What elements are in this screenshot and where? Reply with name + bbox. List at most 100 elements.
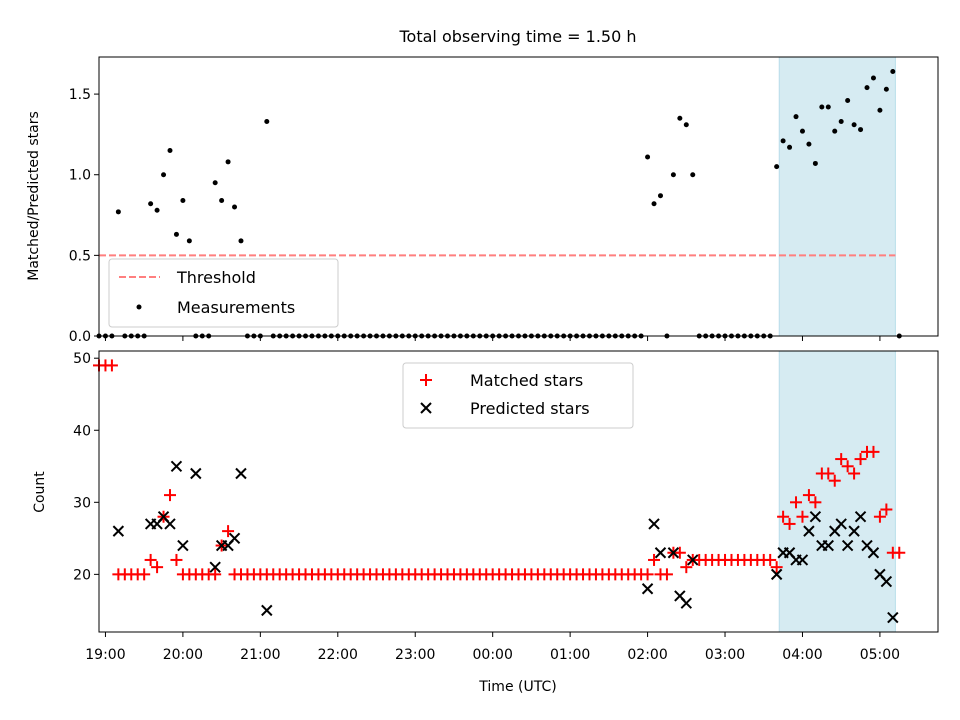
measurement-point [677, 115, 683, 121]
measurement-point [845, 98, 851, 104]
x-tick-label: 21:00 [240, 647, 280, 663]
matched-star-point [673, 546, 686, 559]
bottom-x-ticks: 19:00 20:00 21:00 22:00 23:00 00:00 01:00 02:00… [85, 632, 900, 663]
matched-star-point [680, 561, 693, 574]
top-x-ticks [104, 336, 881, 341]
x-axis-label: Time (UTC) [478, 679, 556, 695]
predicted-star-point [190, 467, 202, 480]
matched-star-point [835, 453, 848, 466]
predicted-star-point [841, 539, 854, 552]
matched-star-point [822, 467, 835, 480]
predicted-star-point [687, 554, 699, 566]
matched-star-point [841, 460, 854, 473]
predicted-star-point [887, 611, 899, 624]
matched-star-point [783, 517, 796, 530]
matched-star-point [854, 453, 867, 466]
bottom-y-ticks: 20 30 40 50 [73, 351, 99, 583]
measurement-point [212, 180, 218, 186]
measurement-point [161, 172, 167, 178]
predicted-star-point [641, 583, 654, 595]
matched-star-point [873, 510, 886, 523]
measurement-point [819, 104, 825, 110]
measurement-point [651, 201, 657, 207]
measurement-point [225, 159, 231, 165]
measurement-point [832, 128, 838, 134]
matched-star-point [222, 525, 235, 538]
predicted-star-point [770, 568, 783, 581]
matched-star-point [660, 568, 673, 581]
matched-star-point [151, 561, 164, 574]
measurement-point [851, 122, 857, 128]
legend-predicted-swatch [420, 402, 432, 414]
matched-star-point [144, 553, 157, 566]
y-tick-label: 0.5 [69, 248, 91, 264]
predicted-star-point [164, 518, 176, 530]
matched-star-point [777, 510, 790, 523]
matched-star-point [209, 568, 222, 581]
matched-star-point [893, 546, 906, 559]
predicted-star-point [835, 518, 847, 530]
x-tick-label: 19:00 [85, 647, 125, 663]
measurement-point [870, 75, 876, 81]
top-axes-frame [98, 56, 939, 337]
matched-star-point [790, 496, 803, 509]
measurement-point [186, 238, 192, 244]
y-tick-label: 1.0 [69, 168, 91, 184]
legend-threshold-label: Threshold [176, 268, 256, 287]
top-legend-box [108, 258, 339, 328]
measurement-point [173, 231, 179, 237]
predicted-star-point [809, 511, 822, 523]
measurement-point [645, 154, 651, 160]
figure-title: Total observing time = 1.50 h [398, 27, 636, 46]
predicted-star-point [261, 604, 273, 617]
predicted-star-point [867, 547, 880, 559]
matched-star-point [163, 489, 176, 502]
measurement-point [238, 238, 244, 244]
matched-star-point [648, 553, 661, 566]
predicted-star-point [854, 511, 867, 523]
measurement-point [683, 122, 689, 128]
y-tick-label: 20 [73, 567, 91, 583]
predicted-star-point [796, 554, 809, 566]
measurement-point [180, 198, 186, 204]
legend-matched-swatch [420, 374, 432, 386]
x-tick-label: 01:00 [550, 647, 590, 663]
measurement-point [670, 172, 676, 178]
measurement-point [264, 119, 270, 125]
top-legend: Threshold Measurements [108, 258, 339, 328]
predicted-star-point [880, 575, 893, 588]
measurement-point [219, 198, 225, 204]
y-tick-label: 30 [73, 495, 91, 511]
matched-star-point [764, 553, 777, 566]
matched-star-point [138, 568, 151, 581]
bottom-legend: Matched stars Predicted stars [402, 362, 634, 429]
legend-measurements-label: Measurements [177, 298, 295, 317]
measurement-point [787, 144, 793, 150]
x-tick-label: 05:00 [860, 647, 900, 663]
matched-star-point [170, 553, 183, 566]
matched-star-point [770, 561, 783, 574]
measurement-point [877, 107, 883, 113]
matched-star-point [867, 445, 880, 458]
x-tick-label: 22:00 [318, 647, 358, 663]
measurement-point [825, 104, 831, 110]
y-tick-label: 1.5 [69, 87, 91, 103]
matched-star-point [796, 510, 809, 523]
x-tick-label: 04:00 [782, 647, 822, 663]
top-y-axis-label: Matched/Predicted stars [26, 111, 42, 281]
top-highlight-span [778, 56, 896, 337]
measurement-point [780, 138, 786, 144]
bottom-axes-frame [98, 350, 939, 633]
matched-star-point [105, 359, 118, 372]
measurement-point [690, 172, 696, 178]
predicted-star-point [177, 539, 189, 552]
x-tick-label: 00:00 [473, 647, 513, 663]
y-tick-label: 0.0 [69, 329, 91, 345]
measurement-point [806, 141, 812, 147]
legend-predicted-label: Predicted stars [470, 399, 590, 418]
measurement-point [883, 86, 889, 92]
x-tick-label: 02:00 [627, 647, 667, 663]
x-tick-label: 23:00 [395, 647, 435, 663]
top-panel: 0.0 0.5 1.0 1.5 Matched/Predicted stars Thr… [26, 56, 939, 345]
x-tick-label: 03:00 [705, 647, 745, 663]
